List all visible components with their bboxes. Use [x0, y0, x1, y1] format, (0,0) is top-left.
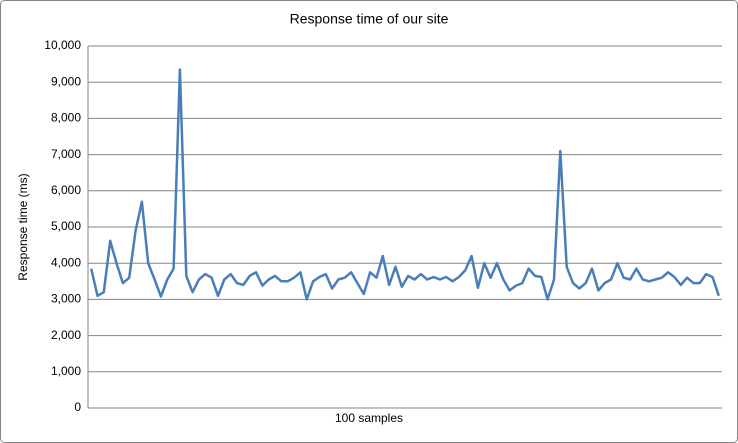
y-tick-label: 5,000 [51, 219, 81, 233]
chart-title: Response time of our site [290, 11, 449, 27]
y-tick-label: 6,000 [51, 183, 81, 197]
y-tick-label: 9,000 [51, 74, 81, 88]
y-tick-label: 0 [74, 400, 81, 414]
y-tick-label: 4,000 [51, 255, 81, 269]
y-tick-label: 8,000 [51, 111, 81, 125]
y-tick-label: 10,000 [44, 38, 81, 52]
y-tick-label: 2,000 [51, 328, 81, 342]
y-tick-label: 1,000 [51, 364, 81, 378]
y-tick-label: 7,000 [51, 147, 81, 161]
x-axis-title: 100 samples [335, 411, 403, 425]
y-axis-title: Response time (ms) [16, 173, 30, 280]
y-tick-label: 3,000 [51, 292, 81, 306]
data-line [89, 68, 720, 301]
